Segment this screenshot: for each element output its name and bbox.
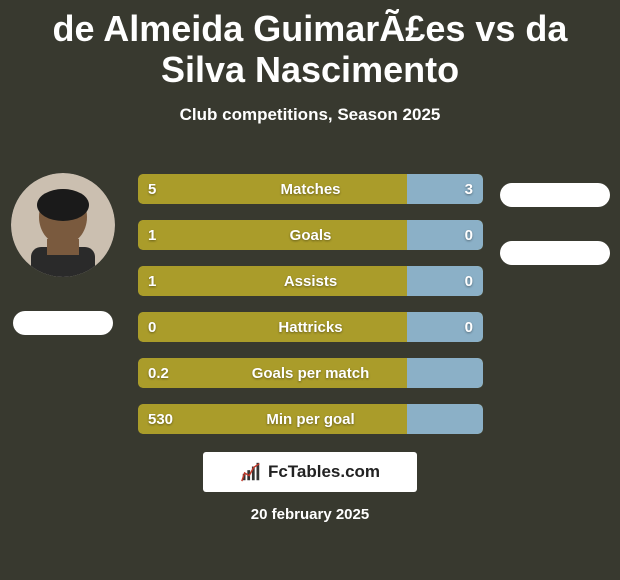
player-right-pill-2 xyxy=(500,241,610,265)
stat-row: 00Hattricks xyxy=(138,312,483,342)
stat-row: 0.2Goals per match xyxy=(138,358,483,388)
stat-row: 53Matches xyxy=(138,174,483,204)
chart-icon xyxy=(240,461,262,483)
footer-date: 20 february 2025 xyxy=(0,506,620,523)
stat-label: Goals per match xyxy=(138,358,483,388)
stat-row: 530Min per goal xyxy=(138,404,483,434)
stat-row: 10Assists xyxy=(138,266,483,296)
player-left-avatar xyxy=(11,173,115,277)
player-left xyxy=(8,173,118,335)
player-right xyxy=(500,165,610,265)
footer-brand-text: FcTables.com xyxy=(268,462,380,482)
page-title: de Almeida GuimarÃ£es vs da Silva Nascim… xyxy=(0,0,620,91)
player-left-name-pill xyxy=(13,311,113,335)
avatar-placeholder-icon xyxy=(11,173,115,277)
stat-row: 10Goals xyxy=(138,220,483,250)
subtitle: Club competitions, Season 2025 xyxy=(0,105,620,125)
player-right-pill-1 xyxy=(500,183,610,207)
stat-label: Hattricks xyxy=(138,312,483,342)
stats-table: 53Matches 10Goals 10Assists 00Hattricks 0.2G… xyxy=(138,174,483,450)
stat-label: Goals xyxy=(138,220,483,250)
footer-brand-badge[interactable]: FcTables.com xyxy=(203,452,417,492)
stat-label: Min per goal xyxy=(138,404,483,434)
stat-label: Matches xyxy=(138,174,483,204)
stat-label: Assists xyxy=(138,266,483,296)
